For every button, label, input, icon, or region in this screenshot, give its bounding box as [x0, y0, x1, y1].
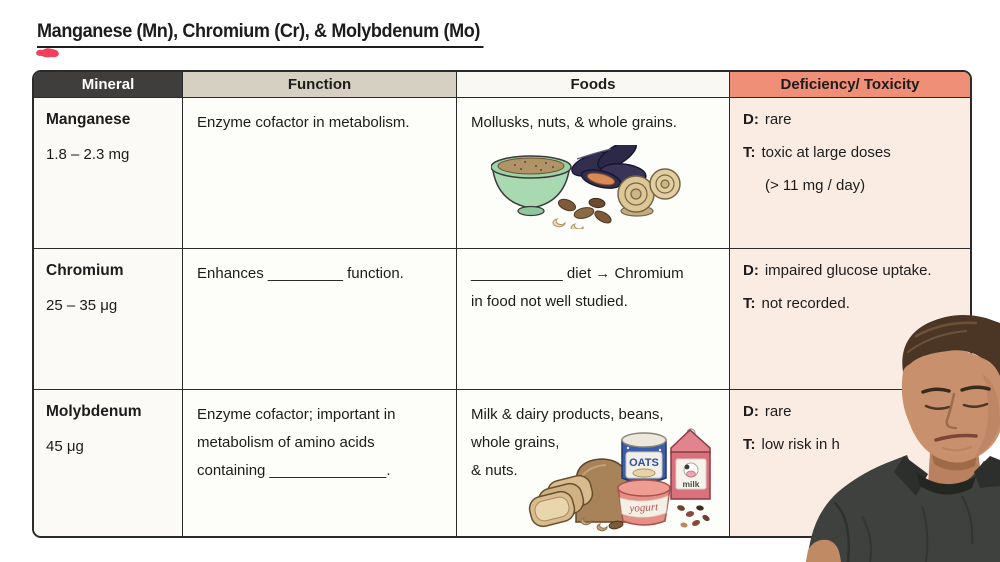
instructor-shirt: [806, 455, 1000, 562]
yogurt-tub-icon: yogurt: [617, 479, 671, 526]
cell-manganese-foods: Mollusks, nuts, & whole grains.: [457, 98, 730, 249]
cell-chromium-function: Enhances _________ function.: [183, 249, 457, 390]
cell-chromium-mineral: Chromium 25 – 35 μg: [34, 249, 183, 390]
foods-text-line-1: ___________ diet → Chromium: [471, 265, 684, 282]
function-text: Enzyme cofactor; important in metabolism…: [197, 406, 396, 479]
cell-molybdenum-function: Enzyme cofactor; important in metabolism…: [183, 390, 457, 536]
mineral-name: Manganese: [46, 111, 131, 128]
foods-text-line-2: in food not well studied.: [471, 293, 628, 310]
toxicity-detail-line: (> 11 mg / day): [759, 177, 962, 194]
page-title-text: Manganese (Mn), Chromium (Cr), & Molybde…: [37, 21, 481, 42]
toxicity-line: T: not recorded.: [743, 295, 962, 312]
cell-chromium-foods: ___________ diet → Chromium in food not …: [457, 249, 730, 390]
deficiency-label: D:: [743, 262, 759, 279]
cell-manganese-deficiency: D: rare T: toxic at large doses (> 11 mg /…: [730, 98, 970, 249]
minerals-table: Mineral Function Foods Deficiency/ Toxic…: [32, 70, 972, 538]
instructor-hair: [902, 314, 1000, 376]
bread-loaf-icon: [528, 458, 628, 528]
toxicity-label: T:: [743, 144, 756, 161]
cell-molybdenum-mineral: Molybdenum 45 μg: [34, 390, 183, 536]
mineral-daily-amount: 1.8 – 2.3 mg: [46, 146, 130, 163]
toxicity-text: low risk in h: [761, 436, 840, 453]
toxicity-text: toxic at large doses: [761, 144, 891, 161]
mineral-name: Molybdenum: [46, 403, 142, 420]
grain-bowl-icon: [491, 155, 572, 217]
column-header-function: Function: [183, 72, 457, 98]
snail-shells-icon: [617, 168, 681, 217]
deficiency-text: rare: [764, 111, 792, 128]
toxicity-label: T:: [743, 295, 756, 312]
function-text: Enhances _________ function.: [197, 265, 404, 282]
instructor-face: [901, 349, 1000, 463]
cell-manganese-function: Enzyme cofactor in metabolism.: [183, 98, 457, 249]
toxicity-label: T:: [743, 436, 756, 453]
deficiency-label: D:: [743, 403, 759, 420]
deficiency-text: impaired glucose uptake.: [764, 262, 932, 279]
cell-manganese-mineral: Manganese 1.8 – 2.3 mg: [34, 98, 183, 249]
foods-text: Mollusks, nuts, & whole grains.: [471, 114, 677, 131]
yogurt-label: yogurt: [628, 501, 659, 515]
foods-text-line-3: & nuts.: [471, 462, 518, 479]
milk-carton-icon: milk: [670, 428, 711, 500]
column-header-mineral: Mineral: [34, 72, 183, 98]
mineral-name: Chromium: [46, 262, 124, 279]
deficiency-label: D:: [743, 111, 759, 128]
oats-label: OATS: [629, 457, 659, 469]
mussels-icon: [571, 145, 647, 189]
beans-and-nuts-icon: [580, 505, 710, 532]
deficiency-text: rare: [764, 403, 792, 420]
red-marker-scribble: [36, 48, 59, 58]
cell-chromium-deficiency: D: impaired glucose uptake. T: not recorde…: [730, 249, 970, 390]
deficiency-line: D: impaired glucose uptake.: [743, 262, 962, 279]
column-header-deficiency-toxicity: Deficiency/ Toxicity: [730, 72, 970, 98]
page-title: Manganese (Mn), Chromium (Cr), & Molybde…: [36, 21, 484, 58]
toxicity-line: T: low risk in h: [743, 436, 962, 453]
molybdenum-foods-illustration: OATS milk yogurt: [528, 428, 711, 532]
cell-molybdenum-foods: Milk & dairy products, beans, whole grai…: [457, 390, 730, 536]
instructor-webcam-overlay: [806, 314, 1000, 562]
toxicity-line: T: toxic at large doses: [743, 144, 962, 161]
deficiency-line: D: rare: [743, 403, 962, 420]
toxicity-text: not recorded.: [761, 295, 850, 312]
mineral-daily-amount: 45 μg: [46, 438, 84, 455]
nuts-icon: [552, 197, 612, 229]
foods-text-line-2: whole grains,: [471, 434, 560, 451]
manganese-foods-illustration: [491, 145, 681, 229]
foods-text-line-1: Milk & dairy products, beans,: [471, 406, 664, 423]
instructor-arm: [806, 539, 841, 562]
mineral-daily-amount: 25 – 35 μg: [46, 297, 118, 314]
column-header-foods: Foods: [457, 72, 730, 98]
toxicity-detail-text: (> 11 mg / day): [765, 177, 866, 194]
deficiency-line: D: rare: [743, 111, 962, 128]
milk-label: milk: [682, 479, 699, 489]
oats-container-icon: OATS: [621, 432, 667, 484]
function-text: Enzyme cofactor in metabolism.: [197, 114, 410, 131]
